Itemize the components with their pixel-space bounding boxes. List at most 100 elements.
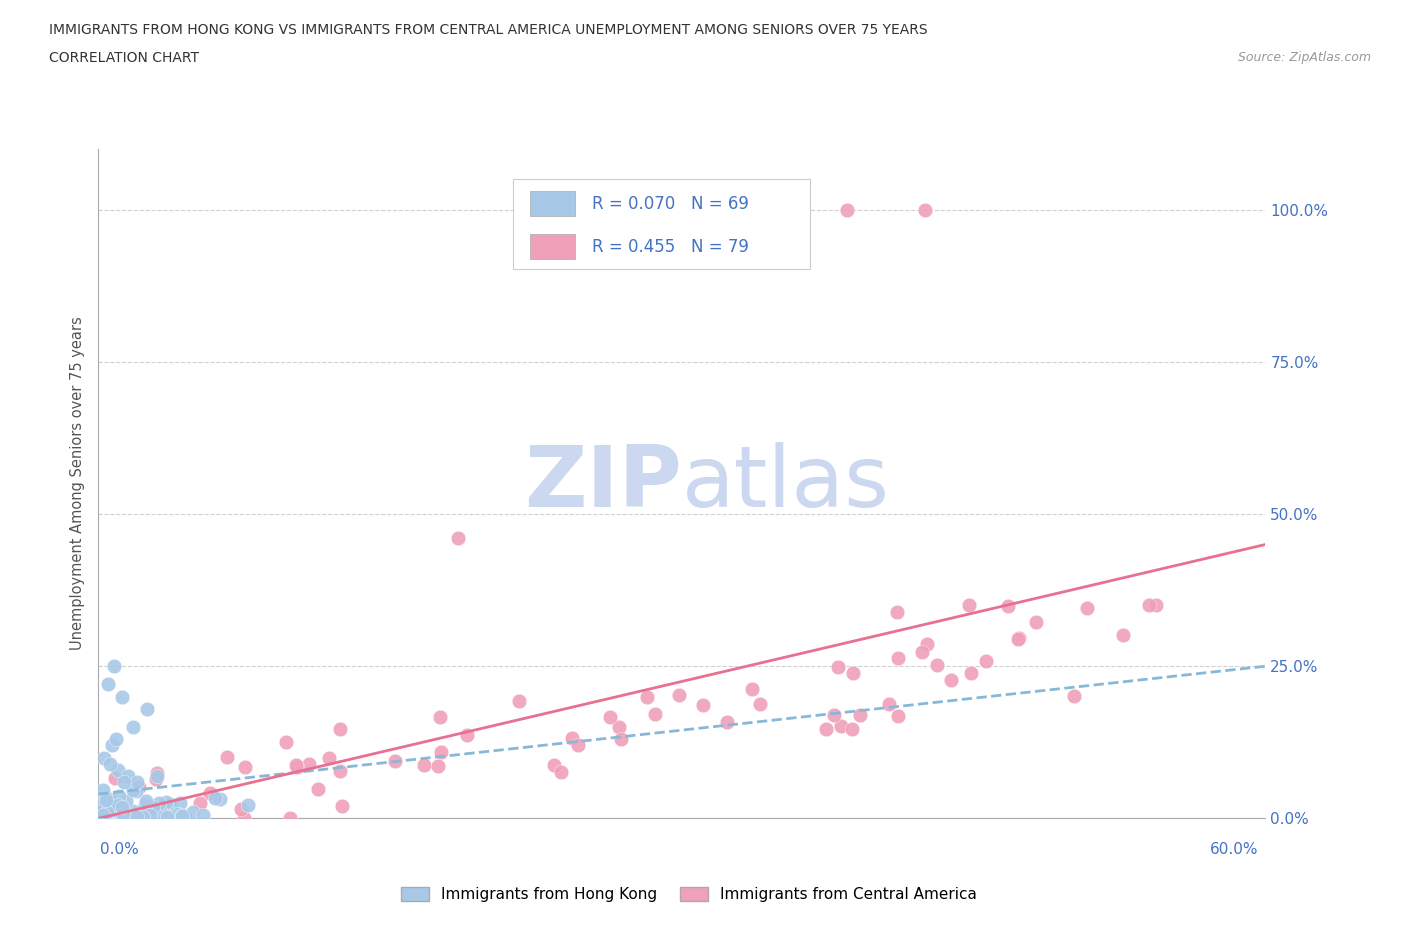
Point bbox=[181, 804, 204, 819]
Point bbox=[550, 764, 572, 779]
Point bbox=[758, 202, 780, 217]
Point bbox=[172, 809, 194, 824]
Text: CORRELATION CHART: CORRELATION CHART bbox=[49, 51, 200, 65]
Point bbox=[330, 798, 353, 813]
Point bbox=[138, 807, 160, 822]
Point bbox=[599, 710, 621, 724]
Point bbox=[412, 758, 434, 773]
Point bbox=[229, 802, 252, 817]
Point bbox=[104, 804, 127, 818]
Point bbox=[188, 795, 211, 810]
Point bbox=[976, 654, 998, 669]
Point bbox=[97, 677, 120, 692]
Point bbox=[886, 604, 908, 619]
Point bbox=[215, 750, 238, 764]
Point bbox=[427, 758, 450, 773]
Point bbox=[104, 807, 127, 822]
Point bbox=[1112, 628, 1135, 643]
Text: R = 0.070   N = 69: R = 0.070 N = 69 bbox=[592, 194, 749, 213]
Point bbox=[107, 763, 129, 777]
Point bbox=[827, 659, 849, 674]
Point bbox=[108, 811, 131, 826]
Point bbox=[134, 800, 156, 815]
Point bbox=[692, 698, 714, 712]
Point bbox=[145, 765, 167, 780]
Point bbox=[143, 799, 166, 814]
Point bbox=[156, 809, 179, 824]
Point bbox=[93, 794, 115, 809]
Point bbox=[841, 721, 863, 736]
Point bbox=[959, 665, 981, 680]
Point bbox=[236, 798, 259, 813]
Point bbox=[384, 753, 406, 768]
Point bbox=[135, 793, 157, 808]
Point bbox=[911, 644, 934, 659]
Point bbox=[914, 202, 936, 217]
Point bbox=[89, 809, 111, 824]
FancyBboxPatch shape bbox=[530, 233, 575, 259]
Point bbox=[146, 768, 169, 783]
Point bbox=[716, 715, 738, 730]
Point bbox=[112, 775, 135, 790]
Point bbox=[91, 808, 114, 823]
Point bbox=[127, 775, 149, 790]
Point bbox=[111, 806, 134, 821]
Point bbox=[957, 598, 980, 613]
Point bbox=[285, 760, 308, 775]
Point bbox=[925, 658, 948, 672]
Point bbox=[101, 737, 124, 752]
Point bbox=[233, 811, 256, 826]
Point bbox=[124, 811, 146, 826]
Point bbox=[94, 807, 117, 822]
Point bbox=[1025, 615, 1047, 630]
Point bbox=[91, 782, 114, 797]
Point bbox=[1076, 601, 1098, 616]
Point bbox=[285, 758, 308, 773]
Point bbox=[104, 770, 127, 785]
Point bbox=[274, 735, 297, 750]
Text: R = 0.455   N = 79: R = 0.455 N = 79 bbox=[592, 237, 749, 256]
Point bbox=[429, 710, 451, 724]
Point bbox=[98, 756, 121, 771]
Point bbox=[636, 689, 658, 704]
Point bbox=[148, 795, 170, 810]
Point bbox=[297, 757, 319, 772]
Point bbox=[233, 760, 256, 775]
Point bbox=[167, 806, 190, 821]
Point bbox=[90, 804, 112, 819]
Point bbox=[668, 688, 690, 703]
Point bbox=[104, 732, 127, 747]
Point bbox=[173, 809, 195, 824]
Point bbox=[125, 810, 148, 825]
Point bbox=[125, 783, 148, 798]
Point bbox=[887, 709, 910, 724]
Point bbox=[108, 789, 131, 804]
Point bbox=[155, 795, 177, 810]
Point bbox=[1063, 688, 1085, 703]
Point bbox=[156, 810, 179, 825]
Text: 60.0%: 60.0% bbox=[1211, 842, 1258, 857]
Text: atlas: atlas bbox=[682, 442, 890, 525]
Point bbox=[543, 758, 565, 773]
Point bbox=[848, 708, 870, 723]
Point bbox=[169, 795, 191, 810]
Y-axis label: Unemployment Among Seniors over 75 years: Unemployment Among Seniors over 75 years bbox=[69, 317, 84, 650]
Point bbox=[191, 807, 214, 822]
FancyBboxPatch shape bbox=[530, 191, 575, 217]
Point bbox=[89, 791, 111, 806]
Point bbox=[329, 764, 352, 778]
Text: ZIP: ZIP bbox=[524, 442, 682, 525]
Point bbox=[115, 794, 138, 809]
Point bbox=[96, 804, 118, 818]
Point bbox=[329, 721, 352, 736]
Text: 0.0%: 0.0% bbox=[100, 842, 139, 857]
Point bbox=[142, 800, 165, 815]
Point bbox=[607, 720, 630, 735]
Point bbox=[149, 805, 172, 820]
Point bbox=[104, 803, 127, 817]
Point bbox=[170, 807, 193, 822]
Point bbox=[117, 768, 139, 783]
Point bbox=[1137, 598, 1160, 613]
Point bbox=[447, 531, 470, 546]
Point bbox=[430, 745, 453, 760]
